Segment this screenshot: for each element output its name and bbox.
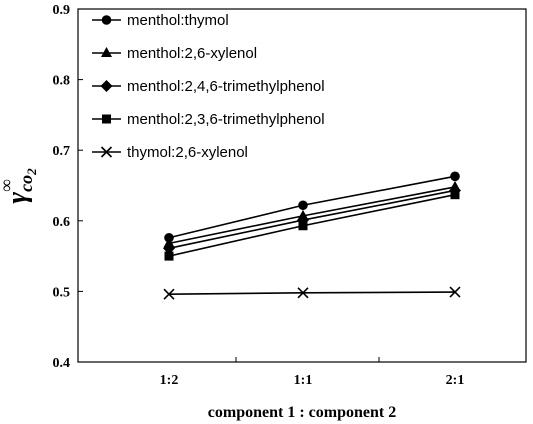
legend: menthol:thymol menthol:2,6-xylenol menthol… xyxy=(92,12,325,161)
data-point-x-stroke xyxy=(449,286,461,298)
data-point-square xyxy=(450,190,460,200)
y-tick-label: 0.5 xyxy=(53,285,71,300)
y-axis-superscript: ∞ xyxy=(0,179,16,192)
data-point-square xyxy=(298,221,308,231)
data-point-x-stroke xyxy=(163,288,175,300)
y-tick-label: 0.4 xyxy=(53,356,71,371)
x-tick-label: 2:1 xyxy=(446,373,465,388)
series-circle xyxy=(164,171,460,243)
y-axis-subscript: co xyxy=(16,175,36,192)
data-point-circle xyxy=(298,200,308,211)
series-line xyxy=(168,175,456,239)
x-axis: 1:2 1:1 2:1 xyxy=(77,357,527,388)
data-point-x xyxy=(163,288,175,300)
plot-area xyxy=(77,8,527,363)
legend-label: menthol:2,3,6-trimethylphenol xyxy=(127,111,325,128)
x-tick-label: 1:2 xyxy=(160,373,179,388)
series-x xyxy=(163,286,461,300)
data-point-x xyxy=(449,286,461,298)
data-point-square xyxy=(102,114,111,124)
series-line xyxy=(168,291,456,296)
legend-item: menthol:2,4,6-trimethylphenol xyxy=(92,78,325,95)
legend-label: thymol:2,6-xylenol xyxy=(127,144,248,161)
y-tick-label: 0.7 xyxy=(53,144,71,159)
legend-label: menthol:2,4,6-trimethylphenol xyxy=(127,78,325,95)
legend-item: thymol:2,6-xylenol xyxy=(92,144,248,161)
data-point-x xyxy=(100,146,113,158)
data-point-square xyxy=(164,251,174,261)
legend-label: menthol:thymol xyxy=(127,12,229,29)
y-tick-label: 0.8 xyxy=(53,74,71,89)
data-point-diamond xyxy=(163,242,175,255)
series-layer xyxy=(163,171,461,300)
x-tick-label: 1:1 xyxy=(294,373,313,388)
data-point-circle xyxy=(101,15,112,25)
legend-label: menthol:2,6-xylenol xyxy=(127,45,257,62)
data-point-x-stroke xyxy=(100,146,113,158)
series-line xyxy=(168,189,456,250)
data-point-circle xyxy=(450,171,460,182)
y-axis-subscript-digit: 2 xyxy=(24,168,39,176)
series-line xyxy=(168,186,456,245)
legend-item: menthol:2,6-xylenol xyxy=(92,45,257,62)
y-axis-symbol: γ xyxy=(2,192,33,204)
data-point-diamond xyxy=(100,80,113,92)
y-axis-title: γco2 ∞ xyxy=(0,168,39,204)
svg-text:γco2: γco2 xyxy=(2,168,39,204)
data-point-x xyxy=(297,287,309,299)
data-point-x-stroke xyxy=(297,287,309,299)
data-point-triangle xyxy=(101,47,112,57)
legend-item: menthol:2,3,6-trimethylphenol xyxy=(92,111,325,128)
y-tick-label: 0.9 xyxy=(53,3,71,18)
legend-item: menthol:thymol xyxy=(92,12,229,29)
series-triangle xyxy=(163,180,461,248)
y-axis: 0.4 0.5 0.6 0.7 0.8 0.9 xyxy=(53,3,83,371)
x-axis-title: component 1 : component 2 xyxy=(208,404,396,421)
series-square xyxy=(164,190,460,261)
y-tick-label: 0.6 xyxy=(53,215,71,230)
